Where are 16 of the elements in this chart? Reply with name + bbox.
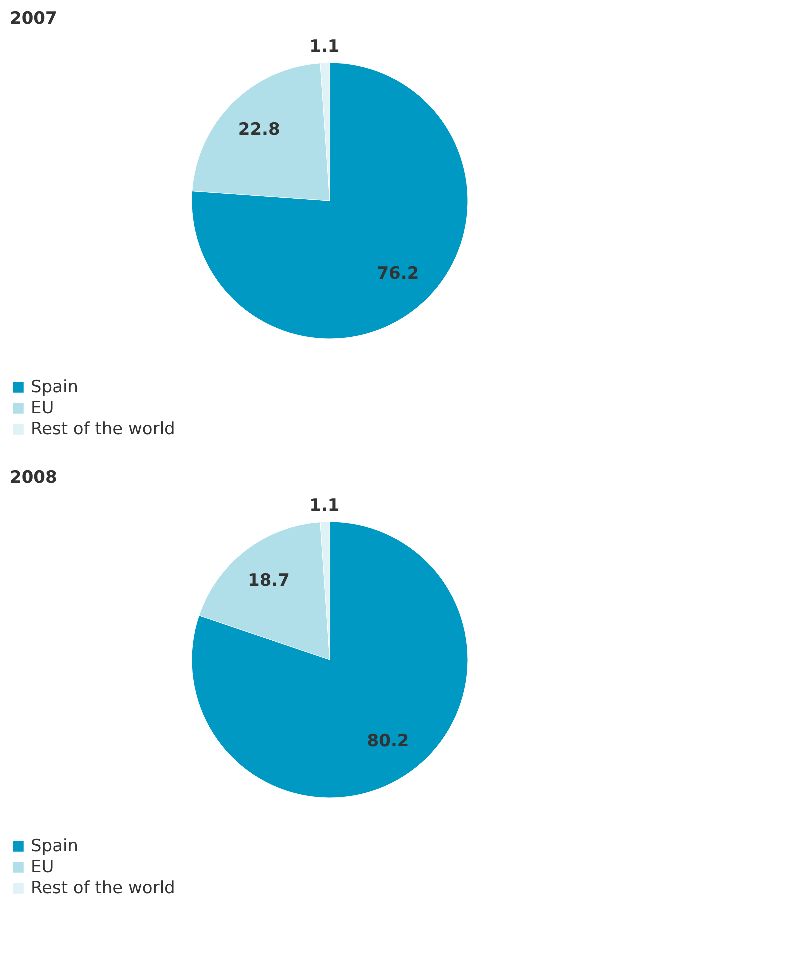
data-label: 1.1 (310, 37, 340, 58)
legend-label: EU (31, 398, 54, 418)
data-label: 80.2 (367, 731, 410, 752)
legend-label: EU (31, 858, 54, 878)
legend-label: Rest of the world (31, 878, 176, 898)
legend-label: Spain (31, 836, 78, 856)
legend-label: Spain (31, 378, 78, 398)
data-label: 76.2 (377, 264, 420, 284)
chart-title: 2007 (10, 9, 58, 30)
pie-slice (192, 522, 468, 798)
data-label: 1.1 (310, 496, 340, 516)
legend-label: Rest of the world (31, 420, 176, 440)
data-label: 22.8 (238, 120, 280, 140)
chart-title: 2008 (10, 468, 58, 488)
data-label: 18.7 (248, 570, 290, 591)
pie-slice (192, 62, 468, 340)
